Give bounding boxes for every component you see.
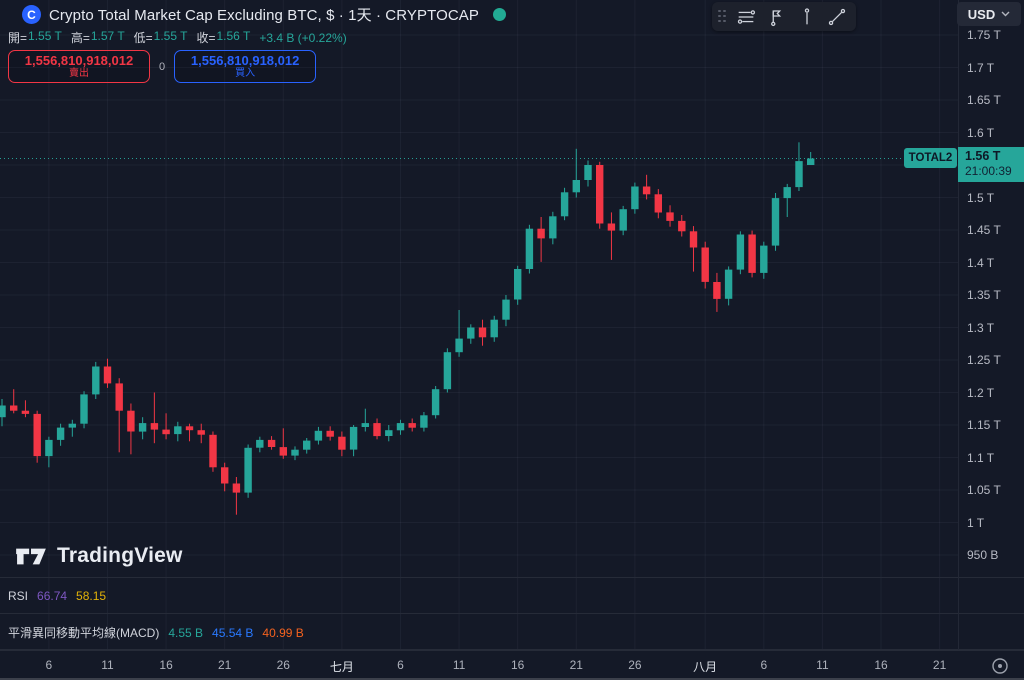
rsi-value: 66.74 (37, 589, 68, 603)
horizontal-lines-tool-icon[interactable] (733, 4, 759, 30)
currency-label: USD (967, 6, 996, 22)
price-axis-label: 1.35 T (967, 288, 1001, 302)
price-axis-label: 1 T (967, 515, 985, 530)
buy-button[interactable]: 1,556,810,918,012 買入 (174, 50, 317, 83)
flag-tool-icon[interactable] (763, 4, 789, 30)
macd-label: 平滑異同移動平均線(MACD) (8, 626, 160, 640)
time-axis[interactable]: 6 11 16 21 26 七月 6 11 16 21 26 八月 6 11 16 21 (0, 650, 1024, 680)
trend-line-tool-icon[interactable] (824, 4, 850, 30)
rsi-label: RSI (8, 589, 29, 603)
price-axis-label: 1.75 T (967, 28, 1001, 42)
price-axis-label: 1.2 T (967, 385, 995, 400)
current-price-box[interactable]: 1.56 T 21:00:39 (958, 147, 1024, 182)
price-axis-label: 1.6 T (967, 125, 995, 140)
macd-hist-value: 4.55 B (168, 625, 204, 640)
orders-row: 1,556,810,918,012 賣出 0 1,556,810,918,012… (8, 50, 317, 83)
pane-divider[interactable] (0, 577, 1024, 578)
sell-value: 1,556,810,918,012 (24, 52, 134, 68)
ohlc-open: 開= 1.55 T (8, 29, 62, 45)
price-axis-label: 1.3 T (967, 320, 995, 335)
buy-value: 1,556,810,918,012 (190, 52, 300, 68)
price-axis-label: 1.4 T (967, 255, 995, 270)
spread-value: 0 (159, 60, 166, 73)
time-axis-label: 6 (397, 658, 404, 672)
price-axis-label: 1.7 T (967, 60, 995, 75)
tradingview-logo-icon (16, 548, 46, 565)
time-axis-label: 16 (874, 658, 888, 672)
ohlc-close: 收= 1.56 T (196, 29, 251, 45)
price-axis-label: 1.05 T (967, 483, 1001, 497)
symbol-title[interactable]: Crypto Total Market Cap Excluding BTC, $… (49, 7, 480, 24)
tradingview-watermark[interactable]: TradingView (14, 543, 183, 569)
macd-signal-value: 40.99 B (262, 625, 304, 640)
currency-dropdown[interactable]: USD (957, 2, 1021, 26)
rsi-indicator-row[interactable]: RSI 66.74 58.15 (8, 589, 106, 603)
pane-divider (0, 649, 1024, 650)
price-axis-label: 1.15 T (967, 418, 1001, 432)
rsi-ma-value: 58.15 (76, 589, 107, 603)
time-axis-label: 21 (217, 658, 232, 672)
tradingview-brand-text: TradingView (57, 544, 183, 567)
ohlc-low: 低= 1.55 T (133, 29, 188, 45)
time-axis-month-label: 七月 (329, 660, 354, 674)
time-axis-month-label: 八月 (693, 660, 718, 674)
price-axis-label: 1.45 T (967, 223, 1001, 237)
price-axis-label: 1.65 T (967, 93, 1001, 107)
time-axis-label: 21 (569, 658, 583, 672)
current-price-value: 1.56 T (965, 149, 1001, 163)
time-axis-label: 16 (159, 658, 173, 672)
macd-indicator-row[interactable]: 平滑異同移動平均線(MACD) 4.55 B 45.54 B 40.99 B (8, 624, 304, 641)
symbol-header: C Crypto Total Market Cap Excluding BTC,… (22, 4, 507, 25)
bar-close-countdown: 21:00:39 (965, 164, 1012, 178)
ohlc-high: 高= 1.57 T (70, 29, 125, 45)
time-axis-label: 11 (816, 658, 829, 672)
sell-label: 賣出 (69, 67, 89, 79)
price-axis[interactable]: 1.75 T 1.7 T 1.65 T 1.6 T 1.5 T 1.45 T 1.4 T 1.… (958, 0, 1024, 650)
sell-button[interactable]: 1,556,810,918,012 賣出 (8, 50, 150, 83)
drawing-toolbar (712, 2, 856, 31)
time-axis-label: 11 (452, 658, 466, 672)
candlestick-chart[interactable] (0, 0, 958, 650)
market-status-dot-icon[interactable] (493, 8, 507, 21)
symbol-price-tag[interactable]: TOTAL2 (904, 148, 957, 168)
price-axis-label: 950 B (967, 548, 999, 562)
macd-value: 45.54 B (212, 625, 254, 640)
time-axis-label: 16 (510, 658, 525, 672)
price-axis-label: 1.1 T (967, 450, 995, 465)
toolbar-drag-handle-icon[interactable] (718, 9, 727, 24)
time-axis-label: 6 (45, 658, 53, 672)
window-edge (0, 678, 1024, 680)
time-axis-label: 26 (276, 658, 290, 672)
time-axis-label: 11 (101, 658, 114, 672)
pane-divider[interactable] (0, 613, 1024, 614)
time-axis-label: 26 (628, 658, 642, 672)
chevron-down-icon (1001, 11, 1010, 17)
cryptocap-logo-icon: C (22, 5, 41, 24)
ohlc-change: +3.4 B (+0.22%) (259, 30, 347, 45)
time-axis-label: 6 (760, 658, 768, 672)
price-axis-label: 1.25 T (967, 353, 1001, 367)
buy-label: 買入 (235, 67, 256, 79)
ohlc-row: 開= 1.55 T 高= 1.57 T 低= 1.55 T 收= 1.56 T +3.4… (8, 29, 347, 46)
timezone-settings-icon[interactable] (990, 656, 1010, 676)
price-axis-label: 1.5 T (967, 190, 995, 205)
time-axis-label: 21 (932, 658, 947, 672)
vertical-line-tool-icon[interactable] (794, 4, 820, 30)
